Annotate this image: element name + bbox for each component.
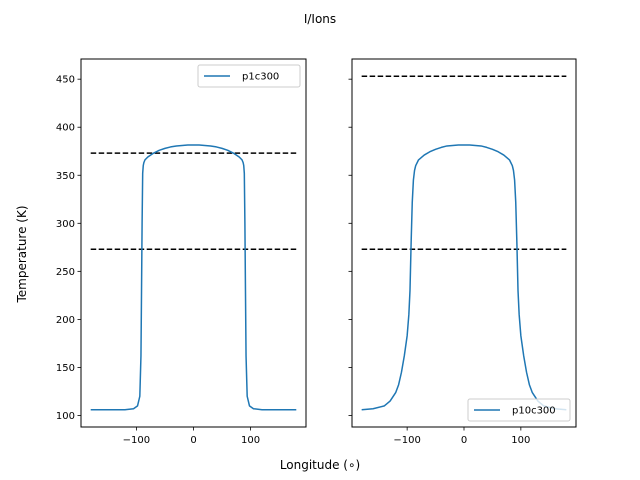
y-axis-label: Temperature (K) bbox=[15, 205, 29, 303]
right-x-tick-label: −100 bbox=[393, 435, 420, 446]
right-legend: p10c300 bbox=[467, 398, 571, 422]
right-x-tick-label: 0 bbox=[461, 435, 467, 446]
left-y-tick-label: 150 bbox=[56, 363, 75, 374]
right-x-ticks: −100 0 100 bbox=[393, 427, 530, 446]
left-x-tick-label: 100 bbox=[241, 435, 260, 446]
left-series-line-0 bbox=[90, 144, 297, 411]
figure-suptitle: I/Ions bbox=[304, 12, 336, 26]
left-y-tick-label: 200 bbox=[56, 315, 75, 326]
right-legend-box bbox=[467, 398, 571, 422]
left-series-group bbox=[90, 144, 297, 411]
left-y-tick-label: 350 bbox=[56, 171, 75, 182]
left-y-tick-label: 450 bbox=[56, 75, 75, 86]
left-y-tick-label: 250 bbox=[56, 267, 75, 278]
right-y-ticks bbox=[348, 78, 352, 416]
left-plot-panel: −100 0 100 100 150 200 250 300 350 400 450 p1c300 bbox=[56, 58, 307, 446]
right-series-line-0 bbox=[361, 144, 567, 411]
right-series-group bbox=[361, 144, 567, 411]
left-x-ticks: −100 0 100 bbox=[123, 427, 260, 446]
left-y-tick-label: 100 bbox=[56, 411, 75, 422]
left-legend-label: p1c300 bbox=[242, 72, 279, 83]
left-y-tick-label: 300 bbox=[56, 219, 75, 230]
left-x-tick-label: −100 bbox=[123, 435, 150, 446]
left-reference-lines bbox=[90, 152, 297, 250]
x-axis-label: Longitude (∘) bbox=[280, 458, 360, 472]
left-x-tick-label: 0 bbox=[190, 435, 196, 446]
left-legend: p1c300 bbox=[197, 64, 301, 88]
right-reference-lines bbox=[361, 75, 567, 250]
right-plot-panel: −100 0 100 p10c300 bbox=[348, 58, 577, 446]
left-y-ticks: 100 150 200 250 300 350 400 450 bbox=[56, 75, 81, 422]
left-y-tick-label: 400 bbox=[56, 123, 75, 134]
right-legend-label: p10c300 bbox=[512, 406, 556, 417]
right-x-tick-label: 100 bbox=[511, 435, 530, 446]
left-legend-box bbox=[197, 64, 301, 88]
